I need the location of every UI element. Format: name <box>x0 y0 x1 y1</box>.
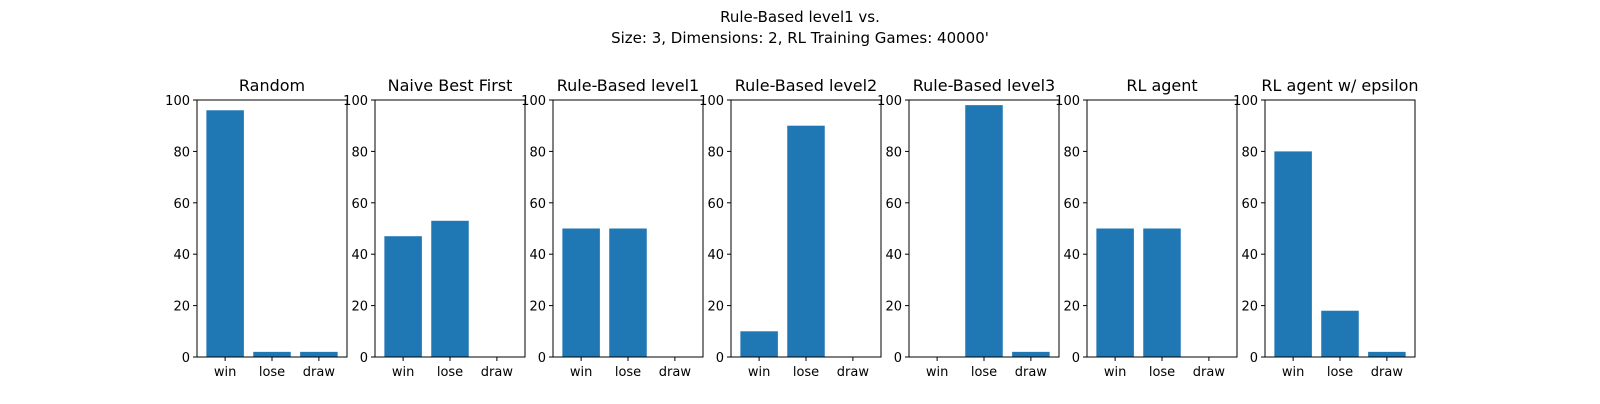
x-tick-label: lose <box>971 365 997 380</box>
y-tick-label: 40 <box>529 248 546 263</box>
subplot-6: RL agent win lose draw 0 20 40 60 80 100 <box>1055 76 1238 380</box>
x-tick-label: lose <box>615 365 641 380</box>
y-tick-label: 80 <box>885 145 902 160</box>
y-tick-label: 0 <box>1072 351 1080 366</box>
subplot-title: RL agent <box>1126 76 1197 95</box>
bar-draw <box>1012 351 1050 357</box>
subplot-2: Naive Best First win lose draw 0 20 40 60 80 100 <box>343 76 526 380</box>
bar-draw <box>1368 351 1406 357</box>
y-tick-label: 80 <box>351 145 368 160</box>
bar-win <box>562 228 600 357</box>
x-tick-label: lose <box>259 365 285 380</box>
y-tick-label: 20 <box>1241 300 1258 315</box>
x-tick-label: draw <box>1371 365 1404 380</box>
y-tick-label: 40 <box>1063 248 1080 263</box>
bar-win <box>384 236 422 357</box>
y-tick-label: 100 <box>877 94 902 109</box>
subplot-title: Rule-Based level3 <box>913 76 1055 95</box>
bar-win <box>740 331 778 357</box>
y-tick-label: 0 <box>1250 351 1258 366</box>
y-tick-label: 100 <box>343 94 368 109</box>
figure-title-line1: Rule-Based level1 vs. <box>720 8 880 26</box>
x-tick-label: draw <box>481 365 514 380</box>
bar-lose <box>965 105 1003 357</box>
subplot-1: Random win lose draw 0 20 40 60 80 100 <box>165 76 348 380</box>
y-tick-label: 100 <box>699 94 724 109</box>
x-tick-label: win <box>748 365 770 380</box>
x-tick-label: win <box>1104 365 1126 380</box>
subplot-title: RL agent w/ epsilon <box>1261 76 1418 95</box>
y-tick-label: 0 <box>360 351 368 366</box>
x-tick-label: draw <box>1193 365 1226 380</box>
bar-win <box>206 110 244 357</box>
y-tick-label: 60 <box>1241 197 1258 212</box>
subplot-4: Rule-Based level2 win lose draw 0 20 40 60 80 100 <box>699 76 882 380</box>
y-tick-label: 80 <box>173 145 190 160</box>
x-tick-label: lose <box>1327 365 1353 380</box>
y-tick-label: 60 <box>173 197 190 212</box>
subplot-3: Rule-Based level1 win lose draw 0 20 40 60 80 100 <box>521 76 704 380</box>
y-tick-label: 20 <box>707 300 724 315</box>
y-tick-label: 0 <box>716 351 724 366</box>
y-tick-label: 40 <box>707 248 724 263</box>
x-tick-label: lose <box>793 365 819 380</box>
y-tick-label: 20 <box>351 300 368 315</box>
subplot-title: Rule-Based level1 <box>557 76 699 95</box>
bar-lose <box>609 228 647 357</box>
x-tick-label: lose <box>1149 365 1175 380</box>
x-tick-label: win <box>926 365 948 380</box>
bar-win <box>1274 151 1312 357</box>
subplot-title: Random <box>239 76 305 95</box>
y-tick-label: 80 <box>707 145 724 160</box>
y-tick-label: 40 <box>885 248 902 263</box>
y-tick-label: 100 <box>1055 94 1080 109</box>
y-tick-label: 80 <box>1063 145 1080 160</box>
y-tick-label: 40 <box>173 248 190 263</box>
y-tick-label: 100 <box>165 94 190 109</box>
y-tick-label: 0 <box>538 351 546 366</box>
x-tick-label: win <box>570 365 592 380</box>
x-tick-label: draw <box>659 365 692 380</box>
y-tick-label: 100 <box>521 94 546 109</box>
x-tick-label: lose <box>437 365 463 380</box>
bar-lose <box>253 351 291 357</box>
x-tick-label: draw <box>837 365 870 380</box>
y-tick-label: 60 <box>1063 197 1080 212</box>
y-tick-label: 20 <box>885 300 902 315</box>
y-tick-label: 20 <box>529 300 546 315</box>
y-tick-label: 60 <box>707 197 724 212</box>
x-tick-label: draw <box>1015 365 1048 380</box>
subplot-title: Rule-Based level2 <box>735 76 877 95</box>
bar-lose <box>787 125 825 357</box>
y-tick-label: 0 <box>182 351 190 366</box>
bar-lose <box>1143 228 1181 357</box>
subplot-7: RL agent w/ epsilon win lose draw 0 20 40 60 80 1… <box>1233 76 1418 380</box>
y-tick-label: 20 <box>173 300 190 315</box>
y-tick-label: 20 <box>1063 300 1080 315</box>
y-tick-label: 40 <box>351 248 368 263</box>
bar-win <box>1096 228 1134 357</box>
y-tick-label: 40 <box>1241 248 1258 263</box>
x-tick-label: win <box>392 365 414 380</box>
bar-draw <box>300 351 338 357</box>
y-tick-label: 80 <box>1241 145 1258 160</box>
bar-lose <box>431 220 469 357</box>
y-tick-label: 100 <box>1233 94 1258 109</box>
subplot-title: Naive Best First <box>388 76 513 95</box>
y-tick-label: 0 <box>894 351 902 366</box>
x-tick-label: draw <box>303 365 336 380</box>
x-tick-label: win <box>214 365 236 380</box>
subplot-5: Rule-Based level3 win lose draw 0 20 40 60 80 100 <box>877 76 1060 380</box>
y-tick-label: 60 <box>351 197 368 212</box>
y-tick-label: 60 <box>885 197 902 212</box>
figure-title-line2: Size: 3, Dimensions: 2, RL Training Game… <box>611 29 989 47</box>
y-tick-label: 80 <box>529 145 546 160</box>
x-tick-label: win <box>1282 365 1304 380</box>
y-tick-label: 60 <box>529 197 546 212</box>
bar-lose <box>1321 310 1359 357</box>
